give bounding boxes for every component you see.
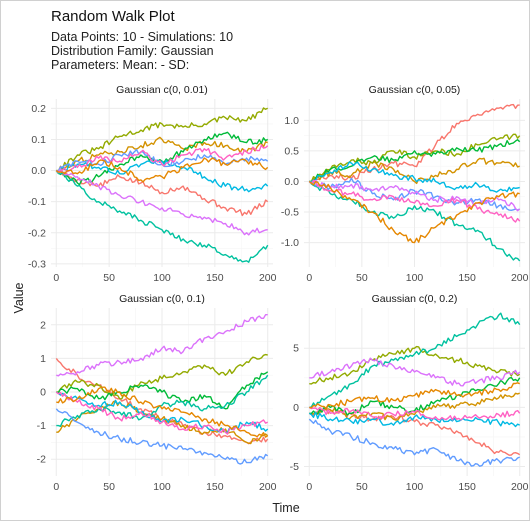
series-line-1 <box>309 408 521 456</box>
series-line-9 <box>308 406 521 421</box>
series-line-7 <box>55 408 269 465</box>
x-tick-label: 100 <box>406 481 424 493</box>
y-tick-label: -0.5 <box>281 207 299 219</box>
plot-title: Random Walk Plot <box>51 8 175 25</box>
y-tick-label: 0 <box>40 387 46 399</box>
x-tick-label: 150 <box>206 272 224 284</box>
y-tick-label: 0.5 <box>284 145 299 157</box>
x-tick-label: 200 <box>259 481 277 493</box>
x-tick-label: 0 <box>53 272 59 284</box>
y-tick-label: -5 <box>290 461 299 473</box>
series-line-3 <box>56 107 269 172</box>
series-line-4 <box>56 371 269 410</box>
series-line-8 <box>308 179 521 212</box>
y-tick-label: -1.0 <box>281 237 299 249</box>
x-tick-label: 200 <box>511 272 529 284</box>
facet-panel-2: Gaussian c(0, 0.05) 0 50 100 150 200 -1.0 -0.5 0… <box>281 84 529 284</box>
facet-panel-4: Gaussian c(0, 0.2) 0 50 100 150 200 -5 0 5 <box>290 293 529 493</box>
x-tick-label: 100 <box>153 272 171 284</box>
x-tick-label: 150 <box>206 481 224 493</box>
series-line-3 <box>309 133 521 183</box>
series-line-2 <box>56 400 269 445</box>
y-tick-label: 5 <box>293 343 299 355</box>
y-tick-label: 0.0 <box>31 165 46 177</box>
y-tick-label: -2 <box>37 454 46 466</box>
facet-title: Gaussian c(0, 0.2) <box>372 293 458 305</box>
x-tick-label: 0 <box>306 272 312 284</box>
series-line-4 <box>309 138 521 183</box>
facet-title: Gaussian c(0, 0.1) <box>119 293 205 305</box>
y-tick-label: -0.3 <box>28 258 46 270</box>
x-tick-label: 50 <box>356 481 368 493</box>
series-line-5 <box>308 181 521 262</box>
y-tick-label: 0 <box>293 402 299 414</box>
y-tick-label: 0.2 <box>31 103 46 115</box>
y-tick-label: 1.0 <box>284 115 299 127</box>
x-tick-label: 0 <box>53 481 59 493</box>
series-line-3 <box>309 345 521 385</box>
series-line-8 <box>309 357 521 387</box>
x-tick-label: 0 <box>306 481 312 493</box>
x-tick-label: 50 <box>103 272 115 284</box>
series-line-2 <box>309 157 520 185</box>
series-line-10 <box>55 157 269 183</box>
x-tick-label: 100 <box>406 272 424 284</box>
facet-panel-1: Gaussian c(0, 0.01) 0 50 100 150 200 -0.3 -0.2 -… <box>28 84 277 284</box>
y-axis-label: Value <box>12 282 26 314</box>
x-tick-label: 100 <box>153 481 171 493</box>
y-tick-label: -0.2 <box>28 227 46 239</box>
series-line-6 <box>56 159 269 193</box>
y-tick-label: 0.0 <box>284 176 299 188</box>
facet-title: Gaussian c(0, 0.01) <box>116 84 208 96</box>
series-line-1 <box>309 103 520 183</box>
series-line-10 <box>309 382 520 410</box>
x-tick-label: 50 <box>103 481 115 493</box>
x-tick-label: 200 <box>511 481 529 493</box>
series-line-5 <box>309 312 521 409</box>
y-tick-label: -1 <box>37 420 46 432</box>
x-tick-label: 150 <box>458 481 476 493</box>
series-line-2 <box>309 392 520 421</box>
facet-title: Gaussian c(0, 0.05) <box>369 84 461 96</box>
subtitle-parameters: Parameters: Mean: - SD: <box>51 58 190 72</box>
series-line-8 <box>55 168 268 236</box>
series-line-10 <box>56 386 269 438</box>
series-line-5 <box>55 170 269 263</box>
series-line-6 <box>308 411 520 428</box>
y-tick-label: 0.1 <box>31 134 46 146</box>
series-line-6 <box>309 161 520 193</box>
x-tick-label: 200 <box>259 272 277 284</box>
series-line-10 <box>308 180 520 244</box>
subtitle-data-points: Data Points: 10 - Simulations: 10 <box>51 30 234 44</box>
series-line-9 <box>308 179 521 223</box>
series-line-7 <box>308 418 520 467</box>
series-line-8 <box>56 314 268 377</box>
y-tick-label: -0.1 <box>28 196 46 208</box>
series-line-3 <box>56 353 268 400</box>
y-tick-label: 2 <box>40 319 46 331</box>
y-tick-label: 1 <box>40 353 46 365</box>
facet-panel-3: Gaussian c(0, 0.1) 0 50 100 150 200 -2 -1 0 1 2 <box>37 293 277 493</box>
x-tick-label: 50 <box>356 272 368 284</box>
x-tick-label: 150 <box>458 272 476 284</box>
x-axis-label: Time <box>272 501 300 515</box>
series-line-2 <box>56 136 268 172</box>
series-line-9 <box>56 144 269 173</box>
subtitle-distribution: Distribution Family: Gaussian <box>51 44 214 58</box>
series-line-5 <box>56 374 269 427</box>
